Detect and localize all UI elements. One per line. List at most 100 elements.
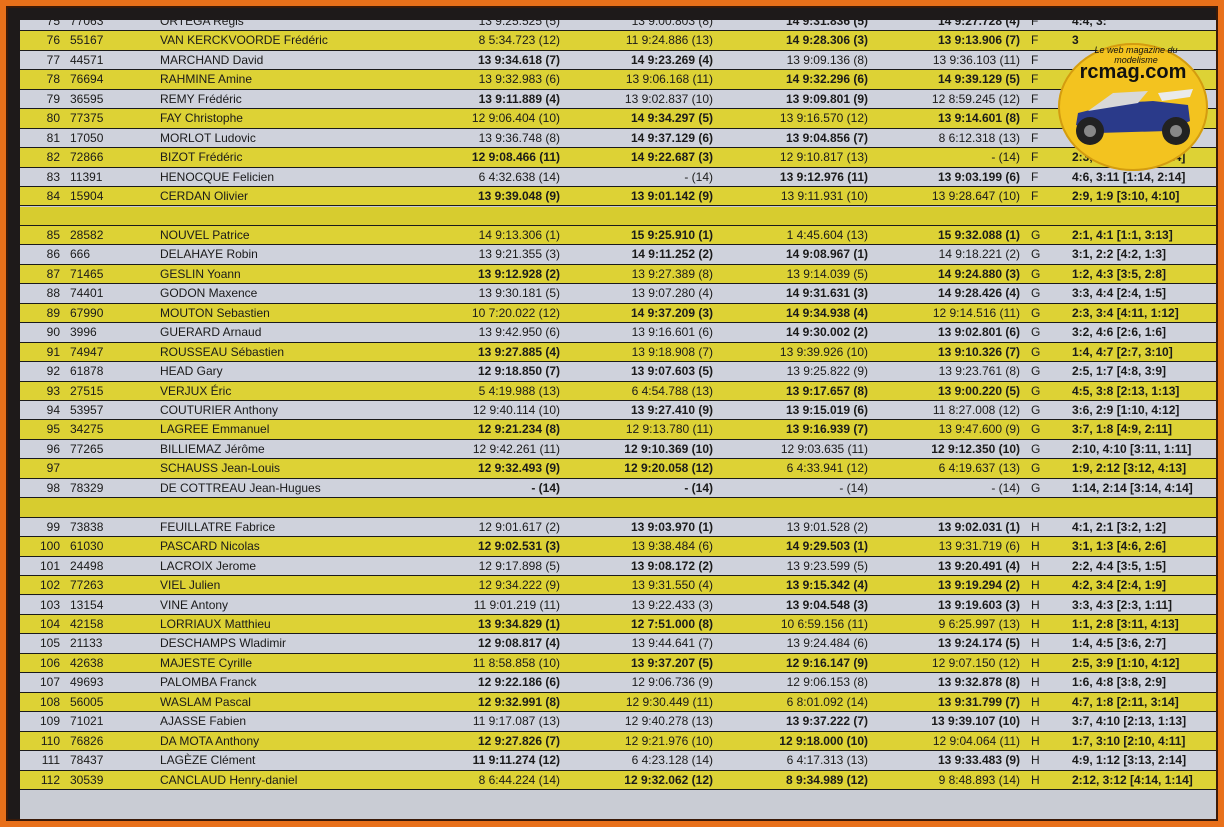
racer-number-cell: 74401 (70, 286, 104, 301)
racer-name-cell: GUERARD Arnaud (160, 325, 262, 340)
racer-name-cell: VERJUX Éric (160, 383, 232, 398)
racer-number-cell: 76694 (70, 72, 104, 87)
racer-number-cell: 27515 (70, 383, 104, 398)
table-row: 96 77265 BILLIEMAZ Jérôme 12 9:42.261 (11) 1… (20, 439, 1216, 460)
racer-number-cell: 3996 (70, 325, 97, 340)
round4-cell: - (14) (991, 480, 1020, 495)
position-cell: 81 (46, 130, 60, 145)
racer-name-cell: CERDAN Olivier (160, 189, 249, 204)
round1-cell: 13 9:30.181 (5) (478, 286, 560, 301)
racer-name-cell: RAHMINE Amine (160, 72, 253, 87)
position-cell: 89 (46, 305, 60, 320)
position-cell: 84 (46, 189, 60, 204)
racer-number-cell: 56005 (70, 694, 104, 709)
racer-number-cell: 74947 (70, 344, 104, 359)
group-cell: G (1031, 247, 1041, 262)
result-summary-cell: 1:7, 3:10 [2:10, 4:11] (1072, 733, 1186, 748)
round2-cell: 12 9:06.736 (9) (631, 675, 713, 690)
round1-cell: 11 8:58.858 (10) (472, 655, 560, 670)
group-cell: H (1031, 597, 1040, 612)
result-summary-cell: 3:1, 1:3 [4:6, 2:6] (1072, 539, 1167, 554)
rcmag-logo: Le web magazine du modelisme rcmag.com (1058, 43, 1208, 171)
group-cell: F (1031, 169, 1039, 184)
racer-name-cell: AJASSE Fabien (160, 714, 247, 729)
table-row: 97 SCHAUSS Jean-Louis 12 9:32.493 (9) 12 9:… (20, 459, 1216, 479)
round3-cell: 8 9:34.989 (12) (785, 772, 868, 787)
rc-car-icon (1058, 43, 1208, 171)
group-cell: H (1031, 655, 1040, 670)
position-cell: 97 (46, 461, 60, 476)
position-cell: 109 (39, 714, 60, 729)
group-cell: G (1031, 441, 1041, 456)
round3-cell: 10 6:59.156 (11) (780, 616, 868, 631)
racer-name-cell: DELAHAYE Robin (160, 247, 258, 262)
group-cell: H (1031, 616, 1040, 631)
round2-cell: 13 9:22.433 (3) (631, 597, 713, 612)
position-cell: 86 (46, 247, 60, 262)
round3-cell: 12 9:16.147 (9) (785, 655, 868, 670)
round3-cell: 6 8:01.092 (14) (786, 694, 868, 709)
position-cell: 91 (46, 344, 60, 359)
position-cell: 83 (46, 169, 60, 184)
round1-cell: 8 6:44.224 (14) (478, 772, 560, 787)
racer-name-cell: LACROIX Jerome (160, 558, 257, 573)
round3-cell: 12 9:06.153 (8) (786, 675, 868, 690)
racer-name-cell: MOUTON Sebastien (160, 305, 270, 320)
racer-number-cell: 55167 (70, 33, 104, 48)
table-row: 75 77063 ORTEGA Regis 13 9:25.525 (5) 13 9:0… (20, 20, 1216, 32)
table-row: 93 27515 VERJUX Éric 5 4:19.988 (13) 6 4:54.… (20, 381, 1216, 401)
round4-cell: 12 9:04.064 (11) (932, 733, 1020, 748)
table-row: 102 77263 VIEL Julien 12 9:34.222 (9) 13 9:3… (20, 576, 1216, 596)
round2-cell: 6 4:54.788 (13) (631, 383, 713, 398)
group-cell: F (1031, 130, 1039, 145)
logo-brand: rcmag.com (1079, 61, 1187, 83)
round4-cell: 13 9:32.878 (8) (937, 675, 1020, 690)
table-row: 86 666 DELAHAYE Robin 13 9:21.355 (3) 14 9:1… (20, 245, 1216, 265)
round2-cell: 12 9:40.278 (13) (624, 714, 713, 729)
round3-cell: 13 9:04.856 (7) (785, 130, 868, 145)
result-summary-cell: 4:2, 3:4 [2:4, 1:9] (1072, 578, 1167, 593)
round4-cell: 12 9:14.516 (11) (932, 305, 1020, 320)
racer-name-cell: NOUVEL Patrice (160, 227, 250, 242)
round1-cell: 10 7:20.022 (12) (471, 305, 560, 320)
position-cell: 106 (39, 655, 60, 670)
result-summary-cell: 2:10, 4:10 [3:11, 1:11] (1072, 441, 1192, 456)
group-cell: H (1031, 733, 1040, 748)
round4-cell: 13 9:13.906 (7) (937, 33, 1020, 48)
round1-cell: 14 9:13.306 (1) (478, 227, 560, 242)
results-table: 75 77063 ORTEGA Regis 13 9:25.525 (5) 13 9:0… (20, 20, 1216, 819)
round1-cell: 13 9:34.829 (1) (477, 616, 560, 631)
round2-cell: 13 9:27.389 (8) (631, 266, 713, 281)
position-cell: 99 (46, 519, 60, 534)
round4-cell: 13 9:31.719 (6) (938, 539, 1020, 554)
round3-cell: 1 4:45.604 (13) (786, 227, 868, 242)
round1-cell: 13 9:36.748 (8) (478, 130, 560, 145)
logo-tagline: Le web magazine du modelisme (1094, 45, 1178, 65)
round2-cell: 12 9:32.062 (12) (624, 772, 713, 787)
table-row: 112 30539 CANCLAUD Henry-daniel 8 6:44.224 … (20, 770, 1216, 790)
racer-number-cell: 24498 (70, 558, 104, 573)
round3-cell: 13 9:25.822 (9) (786, 364, 868, 379)
racer-number-cell: 61030 (70, 539, 104, 554)
round2-cell: 13 9:01.142 (9) (630, 189, 713, 204)
result-summary-cell: 2:1, 4:1 [1:1, 3:13] (1072, 227, 1173, 242)
racer-name-cell: VIEL Julien (160, 578, 221, 593)
racer-name-cell: FEUILLATRE Fabrice (160, 519, 276, 534)
round3-cell: 13 9:16.570 (12) (779, 111, 868, 126)
racer-name-cell: VINE Antony (160, 597, 229, 612)
round4-cell: 13 9:02.031 (1) (937, 519, 1020, 534)
result-summary-cell: 2:2, 4:4 [3:5, 1:5] (1072, 558, 1167, 573)
round2-cell: 13 9:27.410 (9) (630, 403, 713, 417)
round3-cell: 13 9:14.039 (5) (786, 266, 868, 281)
round1-cell: 12 9:42.261 (11) (472, 441, 560, 456)
round2-cell: 13 9:38.484 (6) (631, 539, 713, 554)
round4-cell: 13 9:31.799 (7) (937, 694, 1020, 709)
result-summary-cell: 3 (1072, 33, 1079, 48)
round1-cell: 13 9:21.355 (3) (478, 247, 560, 262)
round4-cell: 13 9:24.174 (5) (937, 636, 1020, 651)
group-separator-row (20, 206, 1216, 226)
group-cell: H (1031, 772, 1040, 787)
round3-cell: 14 9:34.938 (4) (785, 305, 868, 320)
racer-name-cell: BILLIEMAZ Jérôme (160, 441, 265, 456)
group-cell: G (1031, 344, 1041, 359)
